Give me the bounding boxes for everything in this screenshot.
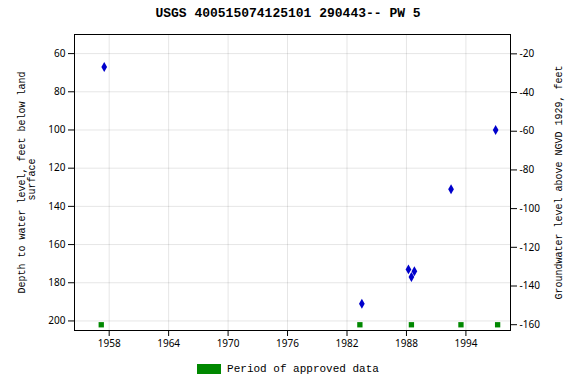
svg-text:1988: 1988 <box>395 336 418 350</box>
svg-text:1970: 1970 <box>217 336 240 350</box>
svg-text:1994: 1994 <box>454 336 477 350</box>
svg-text:1964: 1964 <box>157 336 180 350</box>
svg-text:-80: -80 <box>520 162 535 176</box>
svg-text:-100: -100 <box>520 201 541 215</box>
svg-text:-20: -20 <box>520 46 535 60</box>
svg-text:80: 80 <box>54 84 66 98</box>
svg-text:200: 200 <box>48 313 65 327</box>
svg-text:-40: -40 <box>520 85 535 99</box>
svg-text:180: 180 <box>48 275 65 289</box>
svg-text:1982: 1982 <box>336 336 359 350</box>
html-text:USGS 400515074125101 290443--: USGS 400515074125101 290443-- PW 5 <box>155 6 421 21</box>
svg-text:-60: -60 <box>520 123 535 137</box>
svg-text:Depth to water level, feet bel: Depth to water level, feet below land su… <box>17 71 38 293</box>
svg-text:Groundwater level above NGVD 1: Groundwater level above NGVD 1929, feet <box>554 65 565 299</box>
svg-text:60: 60 <box>54 46 66 60</box>
svg-text:100: 100 <box>48 122 65 136</box>
svg-text:140: 140 <box>48 199 65 213</box>
svg-text:-140: -140 <box>520 278 541 292</box>
svg-text:1976: 1976 <box>276 336 299 350</box>
svg-text:-120: -120 <box>520 240 541 254</box>
html-text:Period of approved data: Period of approved data <box>227 363 379 375</box>
svg-text:-160: -160 <box>520 317 541 331</box>
svg-text:1958: 1958 <box>98 336 121 350</box>
svg-text:120: 120 <box>48 160 65 174</box>
svg-text:160: 160 <box>48 237 65 251</box>
